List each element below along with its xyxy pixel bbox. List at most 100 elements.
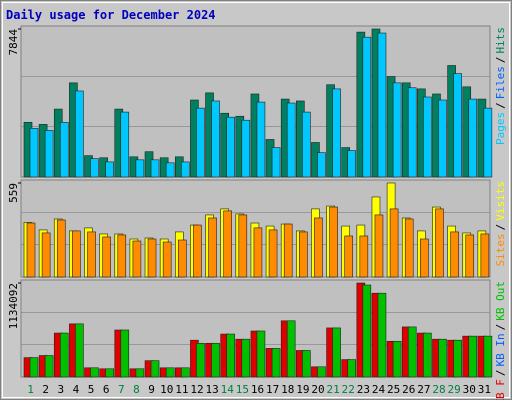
bar <box>29 357 39 378</box>
bar <box>465 234 475 278</box>
bar <box>135 368 145 378</box>
bar <box>105 368 114 378</box>
bar <box>253 227 263 278</box>
bar <box>271 147 281 178</box>
bar <box>329 206 338 278</box>
bar <box>423 96 432 178</box>
bar <box>332 327 341 378</box>
bar <box>453 73 462 178</box>
x-tick-label: 6 <box>103 383 110 396</box>
bar <box>223 210 232 278</box>
bar <box>120 111 130 178</box>
bar <box>317 366 326 378</box>
bar <box>44 355 54 378</box>
bar <box>283 223 293 278</box>
bar <box>150 159 160 178</box>
bar <box>208 217 217 278</box>
legend-entry: KB In <box>494 333 507 366</box>
bar <box>29 128 39 178</box>
bar <box>314 217 323 278</box>
bar <box>362 284 372 378</box>
bar <box>238 214 248 278</box>
bar <box>90 367 99 378</box>
x-tick-label: 31 <box>478 383 491 396</box>
bar <box>87 231 96 278</box>
bar <box>193 224 202 278</box>
legend-entry: KB Out <box>494 281 507 321</box>
bar <box>117 234 127 278</box>
bar <box>392 82 402 178</box>
x-tick-label: 15 <box>236 383 249 396</box>
legend-entry: KB F <box>494 379 507 400</box>
y-tick-label: 559 <box>7 183 20 203</box>
x-tick-label: 16 <box>251 383 264 396</box>
bar <box>377 32 387 178</box>
bar <box>162 241 172 278</box>
bar <box>180 161 190 178</box>
x-tick-label: 11 <box>175 383 188 396</box>
legend-separator: / <box>494 224 507 231</box>
x-tick-label: 8 <box>133 383 140 396</box>
bar <box>438 338 447 378</box>
x-tick-label: 17 <box>266 383 279 396</box>
legend-entry: Files <box>494 66 507 99</box>
x-tick-label: 18 <box>281 383 294 396</box>
x-tick-label: 9 <box>148 383 155 396</box>
bar <box>404 218 414 278</box>
bar <box>344 235 354 278</box>
legend-entry: Sites <box>494 233 507 266</box>
y-tick-label: 7844 <box>7 29 20 56</box>
bar <box>480 233 490 278</box>
bar <box>317 152 326 178</box>
bar <box>286 102 296 178</box>
bar <box>177 239 187 278</box>
bar <box>299 231 308 278</box>
bar <box>362 36 372 178</box>
bar <box>180 367 190 378</box>
legend-entry: Visits <box>494 181 507 221</box>
x-tick-label: 7 <box>118 383 125 396</box>
bar <box>196 342 205 378</box>
x-tick-label: 21 <box>327 383 340 396</box>
bar <box>241 338 251 378</box>
bar <box>420 238 429 278</box>
bar <box>26 222 36 278</box>
bar <box>423 332 432 378</box>
bar <box>75 90 84 178</box>
bar <box>332 88 341 178</box>
bar <box>468 98 478 178</box>
bar <box>132 240 142 278</box>
x-tick-label: 20 <box>311 383 324 396</box>
bar <box>256 101 266 178</box>
bar <box>165 162 175 178</box>
bar <box>359 235 369 278</box>
bar <box>165 367 175 378</box>
legend-separator: / <box>494 370 507 377</box>
bar <box>44 130 54 178</box>
legend-entry: Pages <box>494 112 507 145</box>
bar <box>196 107 205 178</box>
legend: KB F / KB In / KB Out <box>494 281 507 400</box>
bar <box>256 330 266 378</box>
legend-separator: / <box>494 102 507 109</box>
x-tick-label: 25 <box>387 383 400 396</box>
bar <box>453 339 462 378</box>
x-tick-label: 12 <box>190 383 203 396</box>
bar <box>377 292 387 378</box>
x-tick-label: 3 <box>58 383 65 396</box>
x-tick-label: 22 <box>342 383 355 396</box>
bar <box>483 335 493 378</box>
x-tick-label: 19 <box>296 383 309 396</box>
legend-separator: / <box>494 57 507 64</box>
bar <box>302 111 311 178</box>
bar <box>286 320 296 378</box>
bar <box>347 150 357 178</box>
x-tick-label: 27 <box>417 383 430 396</box>
bar <box>241 119 251 178</box>
bar <box>41 232 51 278</box>
bar <box>468 335 478 378</box>
x-tick-label: 28 <box>432 383 445 396</box>
bar <box>72 230 81 278</box>
bar <box>90 158 99 178</box>
